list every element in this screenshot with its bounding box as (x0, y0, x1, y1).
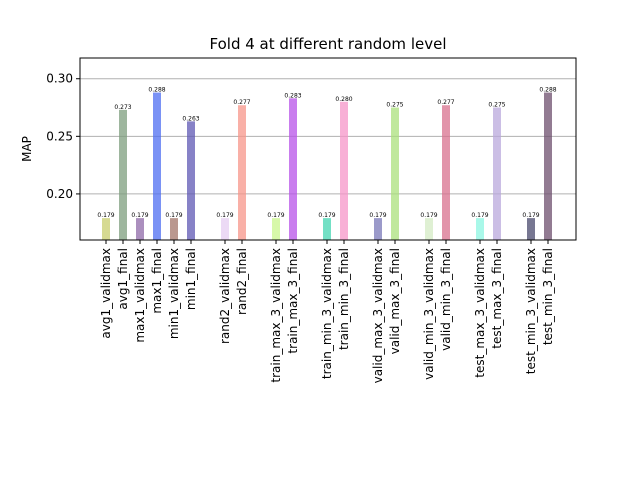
x-tick-label: valid_min_3_final (439, 248, 453, 351)
y-ticks-group: 0.20 0.25 0.30 (46, 72, 80, 201)
x-tick-label: test_max_3_validmax (473, 248, 487, 378)
x-tick-label: rand2_final (235, 248, 249, 315)
bar-test_max_3_validmax (476, 218, 484, 240)
bar-train_min_3_validmax (323, 218, 331, 240)
x-tick-label: train_max_3_validmax (269, 248, 283, 383)
x-tick-label: max1_final (150, 248, 164, 314)
data-label: 0.179 (420, 212, 437, 219)
bar-train_min_3_final (340, 101, 348, 240)
data-label: 0.179 (267, 212, 284, 219)
bar-valid_min_3_validmax (425, 218, 433, 240)
bar-test_max_3_final (493, 107, 501, 240)
y-tick-label: 0.25 (46, 129, 73, 143)
x-tick-label: valid_min_3_validmax (422, 248, 436, 380)
data-label: 0.288 (148, 87, 165, 94)
x-tick-label: rand2_validmax (218, 248, 232, 344)
bar-min1_final (187, 121, 195, 240)
x-tick-label: min1_final (184, 248, 198, 310)
data-label: 0.179 (97, 212, 114, 219)
bar-test_min_3_validmax (527, 218, 535, 240)
data-label: 0.179 (522, 212, 539, 219)
x-tick-label: test_max_3_final (490, 248, 504, 349)
x-tick-label: valid_max_3_validmax (371, 248, 385, 383)
bar-test_min_3_final (544, 92, 552, 240)
y-tick-label: 0.30 (46, 72, 73, 86)
x-tick-label: valid_max_3_final (388, 248, 402, 354)
plot-frame (79, 57, 577, 241)
data-label: 0.277 (233, 99, 250, 106)
x-tick-label: train_max_3_final (286, 248, 300, 354)
x-tick-label: avg1_validmax (99, 248, 113, 339)
x-tick-label: test_min_3_validmax (524, 248, 538, 374)
data-label: 0.263 (182, 115, 199, 122)
data-label: 0.179 (318, 212, 335, 219)
x-tick-label: train_min_3_final (337, 248, 351, 350)
bar-max1_final (153, 92, 161, 240)
x-tick-label: avg1_final (116, 248, 130, 310)
x-ticks-group: avg1_validmax avg1_final max1_validmax max1… (99, 240, 555, 383)
bars-group (102, 92, 552, 241)
x-tick-label: test_min_3_final (541, 248, 555, 345)
data-label: 0.283 (284, 92, 301, 99)
data-label: 0.179 (131, 212, 148, 219)
bar-avg1_validmax (102, 218, 110, 240)
bar-avg1_final (119, 109, 127, 240)
data-label: 0.179 (471, 212, 488, 219)
bar-valid_max_3_final (391, 107, 399, 240)
data-label: 0.275 (386, 102, 403, 109)
data-label: 0.179 (369, 212, 386, 219)
bar-train_max_3_validmax (272, 218, 280, 240)
y-tick-label: 0.20 (46, 187, 73, 201)
x-tick-label: train_min_3_validmax (320, 248, 334, 379)
bar-train_max_3_final (289, 98, 297, 240)
x-tick-label: min1_validmax (167, 248, 181, 339)
data-label: 0.179 (216, 212, 233, 219)
data-label: 0.288 (539, 87, 556, 94)
x-tick-label: max1_validmax (133, 248, 147, 343)
data-label: 0.273 (114, 104, 131, 111)
bar-valid_max_3_validmax (374, 218, 382, 240)
y-axis-label: MAP (20, 136, 34, 162)
bar-rand2_final (238, 105, 246, 241)
bar-min1_validmax (170, 218, 178, 240)
chart-title: Fold 4 at different random level (210, 35, 447, 53)
data-label: 0.275 (488, 102, 505, 109)
bar-valid_min_3_final (442, 105, 450, 241)
data-label: 0.179 (165, 212, 182, 219)
data-labels-group: 0.179 0.273 0.179 0.288 0.179 0.263 0.179 0.277… (97, 87, 556, 220)
bar-max1_validmax (136, 218, 144, 240)
bar-rand2_validmax (221, 218, 229, 240)
data-label: 0.280 (335, 96, 352, 103)
data-label: 0.277 (437, 99, 454, 106)
